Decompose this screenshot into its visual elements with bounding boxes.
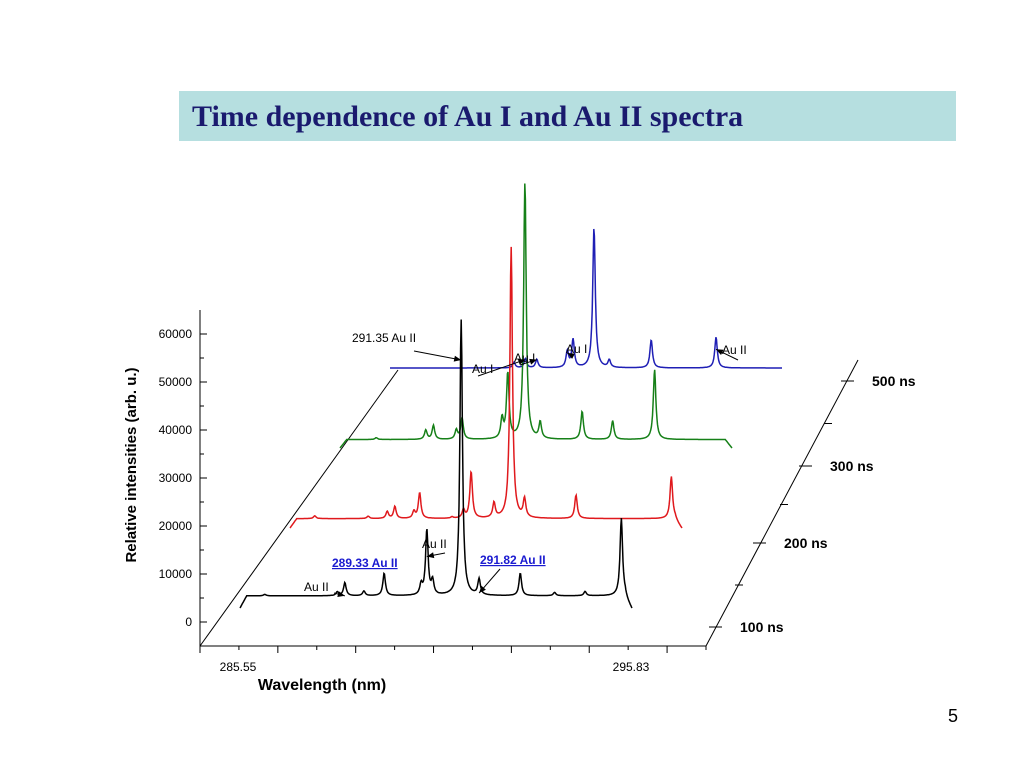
annotation-arrowhead [567, 353, 575, 359]
title-box: Time dependence of Au I and Au II spectr… [179, 91, 956, 141]
series-line-200ns [289, 246, 683, 529]
annotation-arrowhead [479, 585, 486, 593]
y-axis-label: Relative intensities (arb. u.) [123, 367, 140, 562]
y-tick-label: 50000 [159, 375, 193, 389]
depth-label: 300 ns [830, 458, 874, 474]
chart-frame: 0 10000 20000 30000 40000 50000 60000 285.55 295… [159, 310, 916, 674]
y-tick-label: 10000 [159, 567, 193, 581]
depth-label: 500 ns [872, 373, 916, 389]
floor-left-edge [199, 369, 399, 647]
y-tick-label: 0 [185, 615, 192, 629]
series-layer [239, 183, 782, 609]
x-axis-label: Wavelength (nm) [258, 677, 386, 694]
annotation-label: Au II [304, 580, 329, 594]
slide-title: Time dependence of Au I and Au II spectr… [192, 100, 744, 133]
annotation-label: 291.82 Au II [480, 553, 546, 567]
annotation-label: Au II [722, 343, 747, 357]
x-tick-label: 295.83 [613, 660, 650, 674]
annotation-arrowhead [517, 359, 526, 365]
floor-right-edge [705, 359, 859, 647]
y-tick-label: 30000 [159, 471, 193, 485]
depth-label: 200 ns [784, 535, 828, 551]
annotation-label: 289.33 Au II [332, 556, 398, 570]
y-tick-label: 40000 [159, 423, 193, 437]
page-number-text: 5 [948, 706, 959, 726]
annotation-arrowhead [716, 349, 724, 355]
annotation-arrow [413, 350, 462, 361]
annotation-arrow [477, 359, 526, 377]
series-line-300ns [339, 183, 733, 449]
annotation-arrowhead [337, 591, 345, 597]
annotation-label: Au I [566, 342, 587, 356]
depth-label: 100 ns [740, 619, 784, 635]
series-line-500ns [390, 228, 782, 369]
annotation-label: Au II [422, 537, 447, 551]
y-tick-label: 60000 [159, 327, 193, 341]
annotation-arrowhead [426, 552, 435, 559]
x-tick-label: 285.55 [220, 660, 257, 674]
annotation-arrowhead [529, 358, 537, 365]
series-line-100ns [239, 319, 633, 609]
annotation-label: 291.35 Au II [352, 331, 416, 345]
annotation-arrowhead [453, 355, 462, 362]
page-number: 5 [948, 706, 958, 727]
y-tick-label: 20000 [159, 519, 193, 533]
